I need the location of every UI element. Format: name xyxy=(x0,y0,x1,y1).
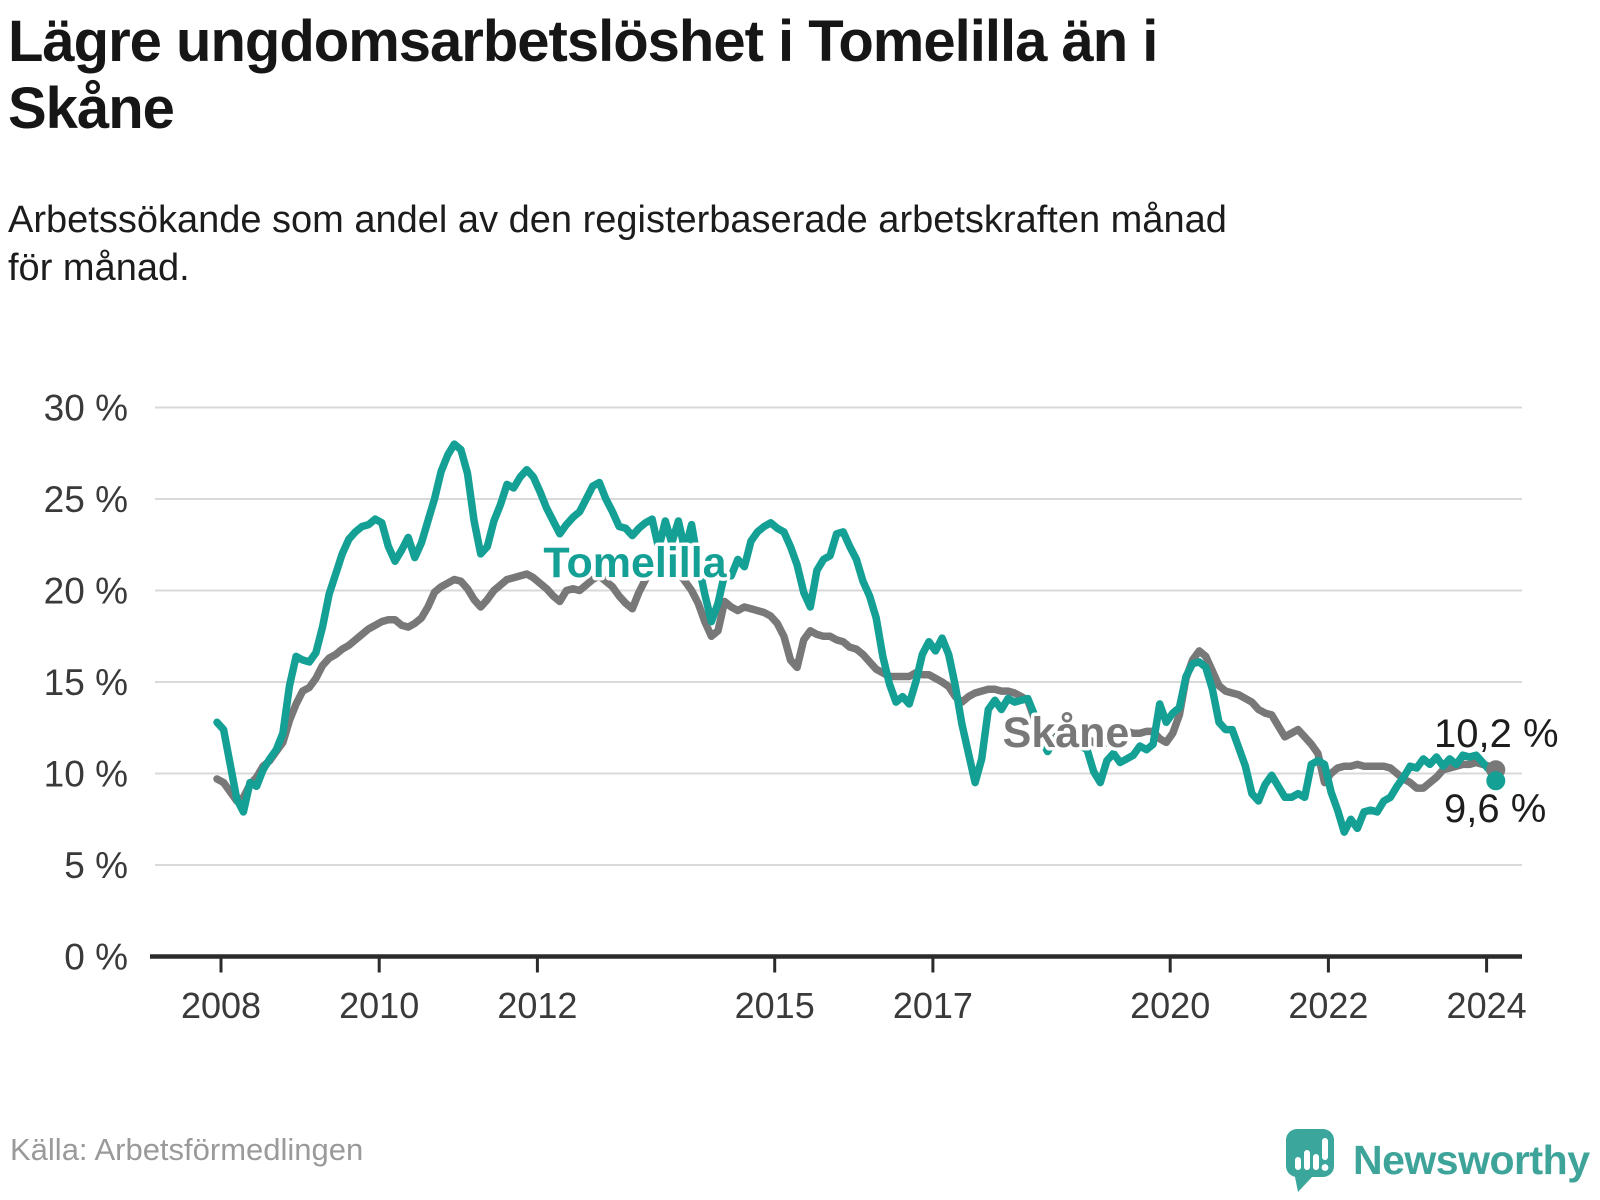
y-axis-label: 15 % xyxy=(44,662,128,703)
series-line-tomelilla xyxy=(213,440,1500,836)
title-line-1: Lägre ungdomsarbetslöshet i Tomelilla än… xyxy=(8,9,1158,74)
end-value-label-tomelilla: 9,6 % xyxy=(1444,787,1546,831)
x-axis-label: 2010 xyxy=(339,985,419,1026)
newsworthy-wordmark: Newsworthy xyxy=(1353,1136,1590,1183)
y-axis-label: 5 % xyxy=(64,845,128,886)
y-axis-label: 0 % xyxy=(64,937,128,978)
chart-subtitle: Arbetssökande som andel av den registerb… xyxy=(8,196,1568,292)
series-label-skane: Skåne xyxy=(1003,709,1130,757)
newsworthy-bubble-icon xyxy=(1286,1129,1334,1192)
series-line-skane xyxy=(213,559,1500,805)
end-value-label-skane: 10,2 % xyxy=(1434,712,1559,756)
x-axis-label: 2024 xyxy=(1447,985,1527,1026)
x-axis-label: 2017 xyxy=(893,985,973,1026)
x-axis-label: 2008 xyxy=(181,985,261,1026)
title-line-2: Skåne xyxy=(8,76,175,141)
page-title: Lägre ungdomsarbetslöshet i Tomelilla än… xyxy=(8,8,1568,142)
series-label-tomelilla: Tomelilla xyxy=(543,539,727,587)
series-end-dot-tomelilla xyxy=(1486,771,1506,791)
y-axis-label: 25 % xyxy=(44,479,128,520)
y-axis-label: 10 % xyxy=(44,754,128,795)
source-text: Källa: Arbetsförmedlingen xyxy=(10,1132,364,1167)
x-axis-label: 2022 xyxy=(1288,985,1368,1026)
subtitle-line-1: Arbetssökande som andel av den registerb… xyxy=(8,199,1227,241)
x-axis-label: 2015 xyxy=(735,985,815,1026)
y-axis-label: 30 % xyxy=(44,388,128,429)
subtitle-line-2: för månad. xyxy=(8,247,190,289)
y-axis-label: 20 % xyxy=(44,571,128,612)
x-axis-label: 2020 xyxy=(1130,985,1210,1026)
newsworthy-logo: Newsworthy xyxy=(1283,1124,1600,1196)
x-axis-label: 2012 xyxy=(497,985,577,1026)
